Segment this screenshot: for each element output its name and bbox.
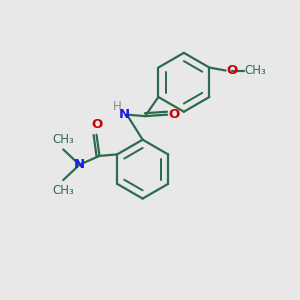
Text: CH₃: CH₃ <box>52 133 74 146</box>
Text: CH₃: CH₃ <box>52 184 74 196</box>
Text: N: N <box>118 108 130 121</box>
Text: N: N <box>74 158 85 171</box>
Text: O: O <box>226 64 238 77</box>
Text: O: O <box>91 118 102 131</box>
Text: H: H <box>113 100 122 113</box>
Text: O: O <box>169 108 180 121</box>
Text: CH₃: CH₃ <box>245 64 266 77</box>
